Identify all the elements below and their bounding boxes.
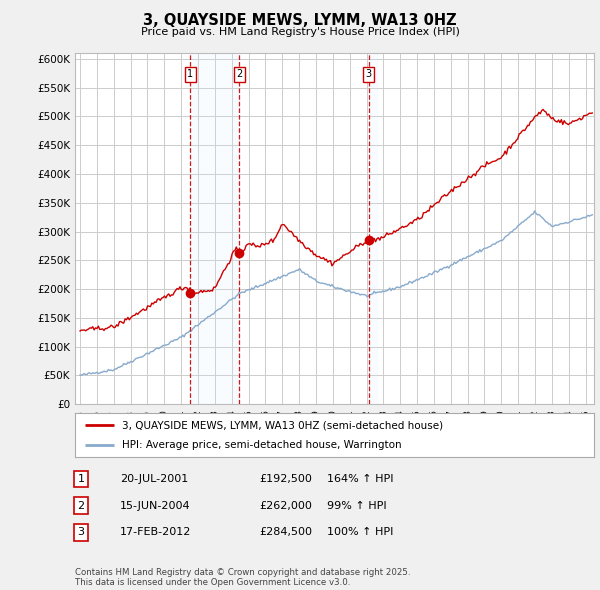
- Text: £284,500: £284,500: [259, 527, 312, 537]
- Text: 15-JUN-2004: 15-JUN-2004: [120, 501, 191, 510]
- Text: 3: 3: [77, 527, 85, 537]
- Bar: [368, 53, 377, 404]
- Text: 20-JUL-2001: 20-JUL-2001: [120, 474, 188, 484]
- Text: 2: 2: [77, 501, 85, 510]
- Text: Contains HM Land Registry data © Crown copyright and database right 2025.
This d: Contains HM Land Registry data © Crown c…: [75, 568, 410, 587]
- Text: 3, QUAYSIDE MEWS, LYMM, WA13 0HZ: 3, QUAYSIDE MEWS, LYMM, WA13 0HZ: [143, 13, 457, 28]
- Text: 1: 1: [77, 474, 85, 484]
- Bar: [190, 53, 239, 404]
- Text: Price paid vs. HM Land Registry's House Price Index (HPI): Price paid vs. HM Land Registry's House …: [140, 27, 460, 37]
- Text: HPI: Average price, semi-detached house, Warrington: HPI: Average price, semi-detached house,…: [122, 440, 401, 450]
- Text: 3, QUAYSIDE MEWS, LYMM, WA13 0HZ (semi-detached house): 3, QUAYSIDE MEWS, LYMM, WA13 0HZ (semi-d…: [122, 421, 443, 430]
- Text: 3: 3: [365, 69, 371, 79]
- Text: 1: 1: [187, 69, 193, 79]
- Text: £192,500: £192,500: [259, 474, 312, 484]
- Text: 100% ↑ HPI: 100% ↑ HPI: [327, 527, 394, 537]
- Text: £262,000: £262,000: [259, 501, 312, 510]
- Text: 99% ↑ HPI: 99% ↑ HPI: [327, 501, 386, 510]
- Text: 17-FEB-2012: 17-FEB-2012: [120, 527, 191, 537]
- Text: 164% ↑ HPI: 164% ↑ HPI: [327, 474, 394, 484]
- Text: 2: 2: [236, 69, 242, 79]
